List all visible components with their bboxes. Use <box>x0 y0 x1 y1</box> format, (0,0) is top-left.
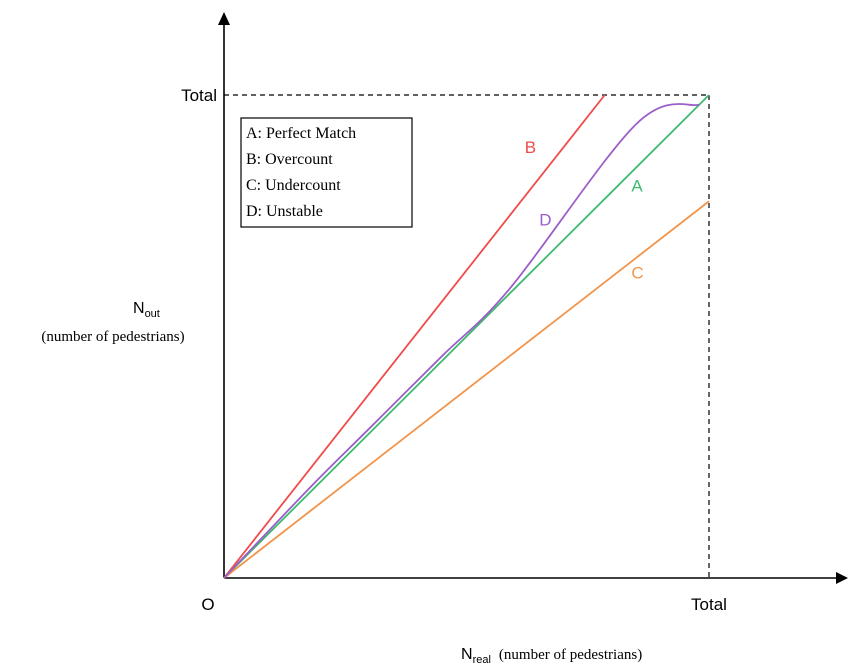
series-layer <box>223 94 710 579</box>
x-axis-label: Nreal (number of pedestrians) <box>461 646 642 666</box>
legend-entry: B: Overcount <box>246 151 333 168</box>
legend: A: Perfect Match B: Overcount C: Underco… <box>240 117 413 228</box>
series-line-c <box>223 200 710 579</box>
x-axis-label-suffix: (number of pedestrians) <box>499 647 642 663</box>
y-tick-total: Total <box>181 86 217 105</box>
y-axis-label-main: N <box>133 300 145 317</box>
series-labels: B A C D <box>525 138 644 283</box>
x-tick-total: Total <box>691 595 727 614</box>
x-axis-label-main: N <box>461 646 473 663</box>
series-label-d: D <box>539 210 551 229</box>
y-axis-label: Nout <box>133 300 160 320</box>
legend-entry: C: Undercount <box>246 177 341 194</box>
series-label-a: A <box>631 177 643 196</box>
legend-entry: A: Perfect Match <box>246 125 356 142</box>
x-axis-label-sub: real <box>473 654 491 666</box>
legend-box <box>240 117 413 228</box>
y-axis-label-suffix: (number of pedestrians) <box>41 329 184 345</box>
series-line-a <box>223 94 710 579</box>
series-label-b: B <box>525 138 536 157</box>
legend-entry: D: Unstable <box>246 203 323 220</box>
series-line-b <box>223 94 606 579</box>
series-label-c: C <box>631 264 643 283</box>
origin-label: O <box>201 595 214 614</box>
x-axis-arrowhead-icon <box>836 572 848 584</box>
y-axis-label-sub: out <box>145 308 160 320</box>
series-line-d <box>223 103 700 579</box>
y-axis-arrowhead-icon <box>218 12 230 25</box>
